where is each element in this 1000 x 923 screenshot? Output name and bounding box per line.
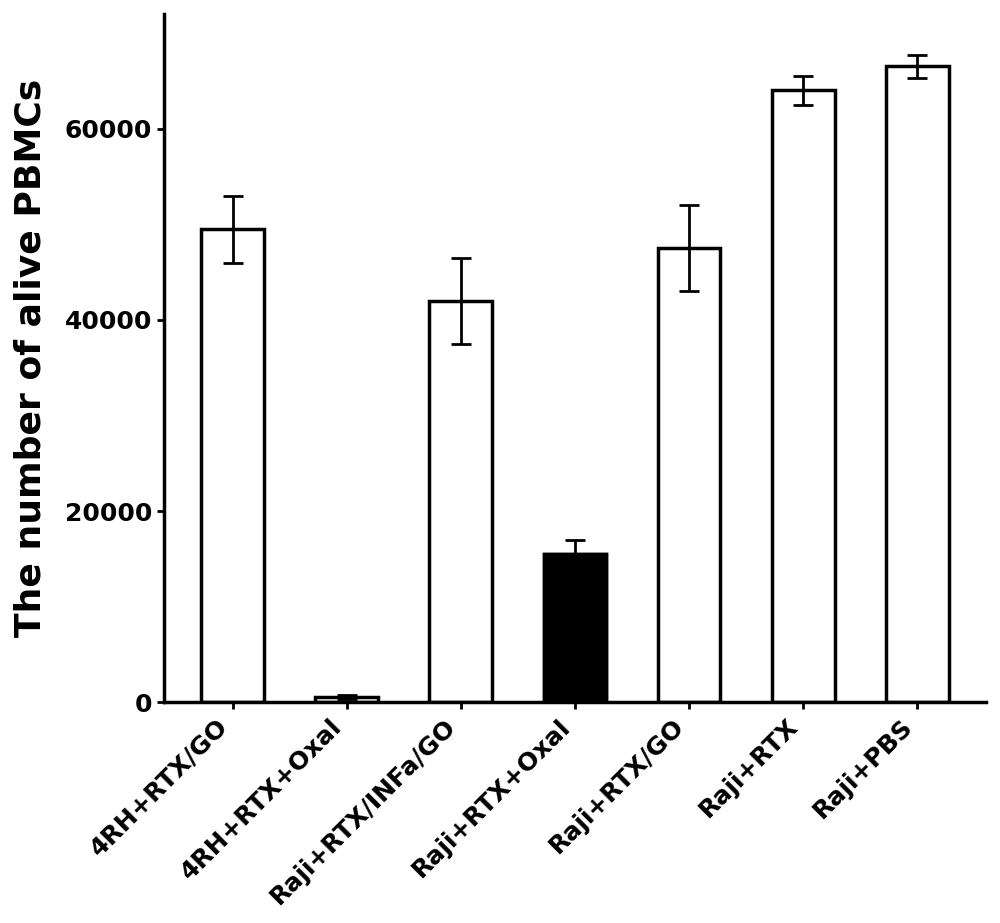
Bar bbox=[201, 229, 264, 702]
Bar bbox=[886, 66, 949, 702]
Bar bbox=[772, 90, 835, 702]
Bar bbox=[315, 697, 378, 702]
Bar bbox=[658, 248, 720, 702]
Y-axis label: The number of alive PBMCs: The number of alive PBMCs bbox=[14, 79, 48, 637]
Bar bbox=[544, 554, 606, 702]
Bar bbox=[429, 301, 492, 702]
Bar bbox=[544, 554, 606, 702]
